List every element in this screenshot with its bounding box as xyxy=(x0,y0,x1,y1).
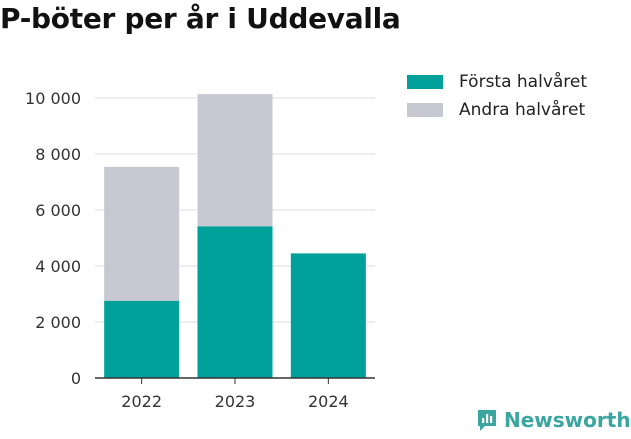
bar-second-half xyxy=(104,166,180,301)
x-tick-label: 2023 xyxy=(215,392,256,411)
y-tick-label: 8 000 xyxy=(35,145,81,164)
legend-label-second-half: Andra halvåret xyxy=(459,100,586,120)
y-tick-label: 4 000 xyxy=(35,257,81,276)
bar-first-half xyxy=(104,300,180,378)
brand-name: Newsworthy xyxy=(504,408,631,432)
brand-logo: Newsworthy xyxy=(476,408,631,432)
x-axis: 2022 2023 2024 xyxy=(95,377,375,411)
bar-first-half xyxy=(197,226,273,378)
legend: Första halvåret Andra halvåret xyxy=(407,68,587,124)
bars xyxy=(104,94,366,378)
bar-second-half xyxy=(197,94,273,227)
legend-item-first-half: Första halvåret xyxy=(407,68,587,96)
legend-swatch-first-half xyxy=(407,75,443,89)
chart-title: P-böter per år i Uddevalla xyxy=(0,2,401,35)
x-tick-label: 2024 xyxy=(308,392,349,411)
y-tick-label: 2 000 xyxy=(35,313,81,332)
bar-first-half xyxy=(290,253,366,378)
legend-swatch-second-half xyxy=(407,103,443,117)
x-tick-label: 2022 xyxy=(121,392,162,411)
y-tick-label: 10 000 xyxy=(25,89,81,108)
y-tick-label: 0 xyxy=(71,369,81,388)
legend-label-first-half: Första halvåret xyxy=(459,72,588,92)
legend-item-second-half: Andra halvåret xyxy=(407,96,587,124)
y-tick-label: 6 000 xyxy=(35,201,81,220)
newsworthy-logo-icon xyxy=(478,410,496,431)
y-axis: 0 2 000 4 000 6 000 8 000 10 000 xyxy=(25,89,81,388)
